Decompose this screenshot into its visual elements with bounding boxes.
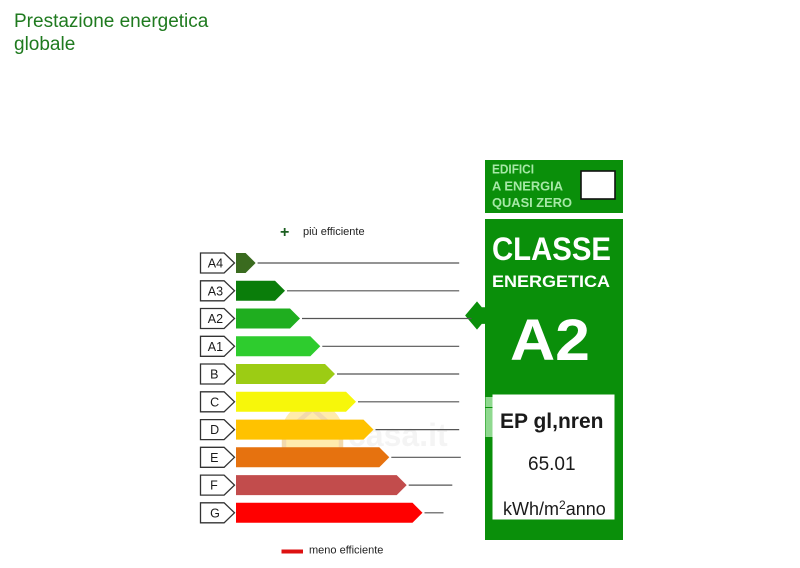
svg-text:A2: A2 xyxy=(208,312,223,326)
svg-text:EDIFICI: EDIFICI xyxy=(492,163,534,177)
svg-text:CLASSE: CLASSE xyxy=(492,231,611,267)
svg-text:C: C xyxy=(210,395,219,409)
svg-text:A4: A4 xyxy=(208,257,223,271)
svg-text:+: + xyxy=(280,224,289,241)
svg-text:ENERGETICA: ENERGETICA xyxy=(492,272,610,291)
svg-text:EP gl,nren: EP gl,nren xyxy=(500,410,603,433)
svg-text:A1: A1 xyxy=(208,340,223,354)
svg-text:E: E xyxy=(210,451,218,465)
svg-text:A2: A2 xyxy=(510,308,590,373)
svg-text:G: G xyxy=(210,506,220,520)
svg-text:A3: A3 xyxy=(208,284,223,298)
svg-text:kWh/m2anno: kWh/m2anno xyxy=(503,498,606,519)
svg-text:65.01: 65.01 xyxy=(528,454,576,475)
svg-text:D: D xyxy=(210,423,219,437)
svg-text:B: B xyxy=(210,368,218,382)
svg-text:F: F xyxy=(210,479,218,493)
svg-text:meno efficiente: meno efficiente xyxy=(309,545,383,557)
svg-text:più efficiente: più efficiente xyxy=(303,226,365,238)
svg-text:QUASI ZERO: QUASI ZERO xyxy=(492,196,572,210)
svg-text:A ENERGIA: A ENERGIA xyxy=(492,180,563,194)
